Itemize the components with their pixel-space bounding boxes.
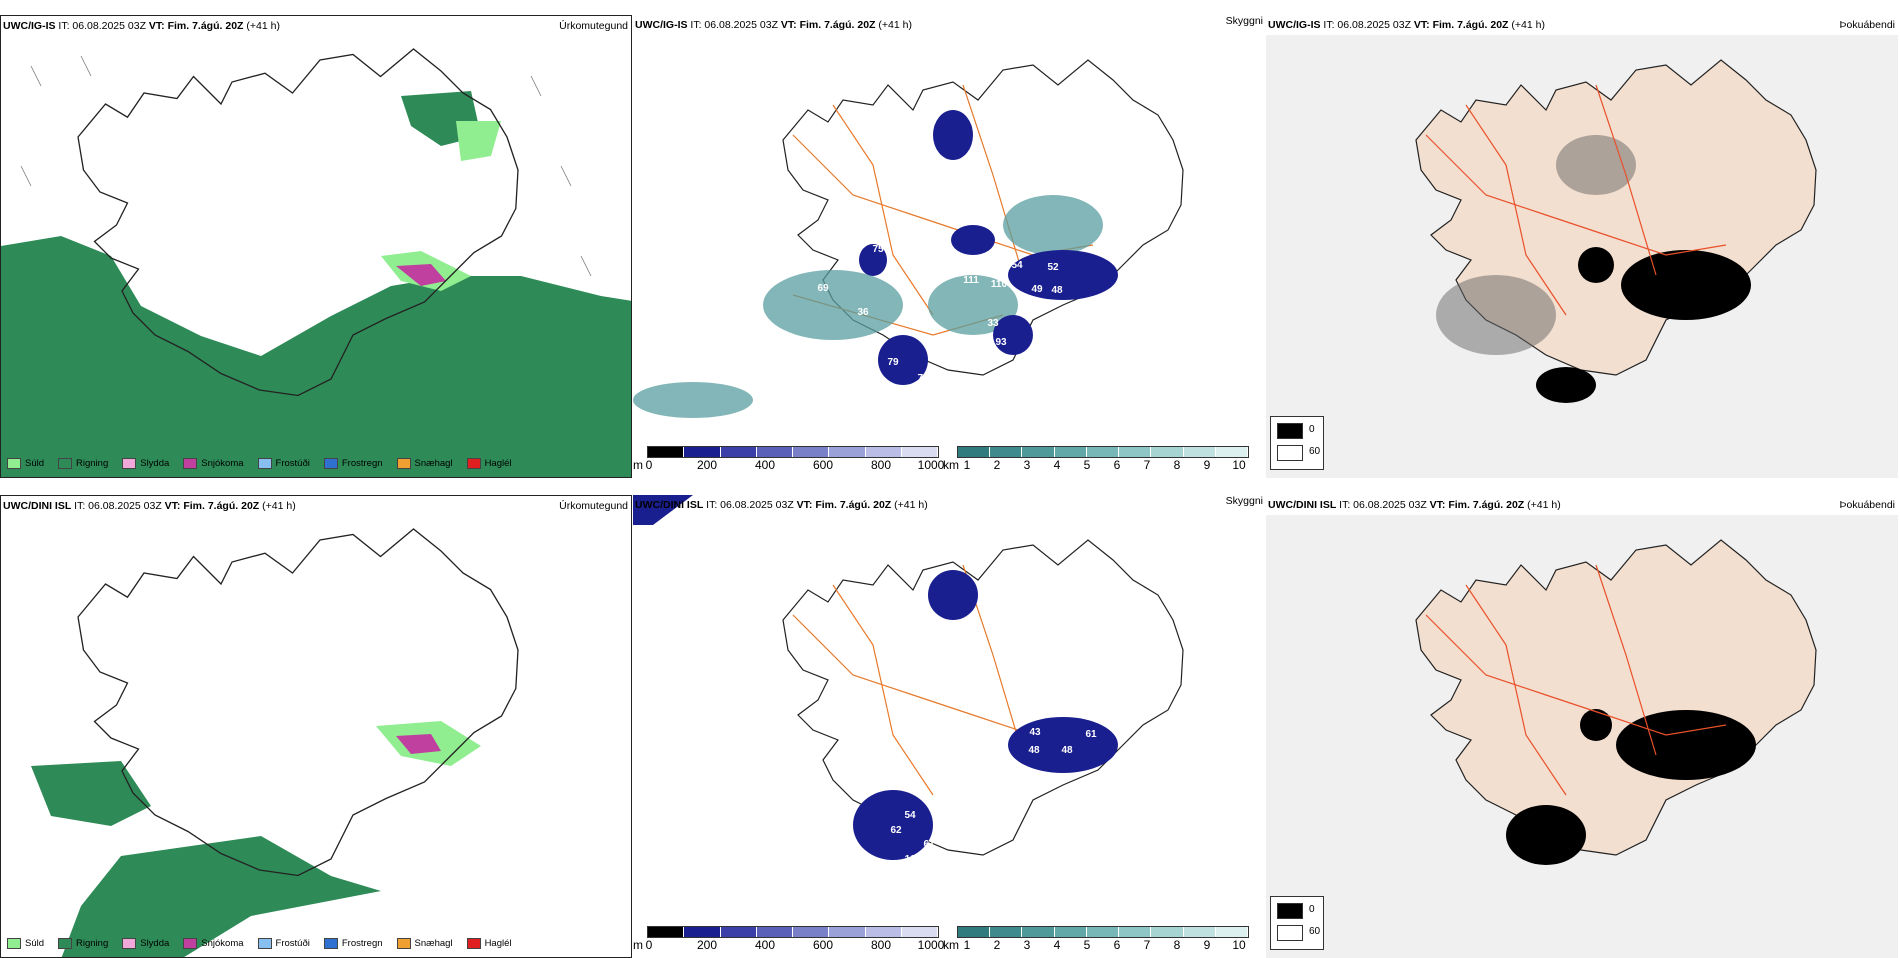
visibility-label: 55 [930,721,942,732]
legend-swatch [58,458,73,469]
height-colorbar: m 0 200 400 600 800 1000 [633,926,944,952]
legend-swatch [183,458,198,469]
visibility-label: 33 [987,318,999,329]
precip-map [1,48,631,477]
legend-swatch [122,938,137,949]
legend-swatch [396,938,411,949]
legend-swatch [466,458,481,469]
legend-item: Frostúði [257,458,310,469]
legend-swatch [466,938,481,949]
visibility-label: 40 [919,239,931,250]
visibility-label: 75 [872,244,884,255]
precip-legend: Súld Rigning Slydda Snjókoma Frostúði Fr… [7,458,512,469]
visibility-label: 79 [887,357,899,368]
legend-swatch [122,458,137,469]
height-colorbar: m 0 200 400 600 800 1000 [633,446,944,472]
fog-map [1266,515,1898,958]
km-colorbar: km 1 2 3 4 5 6 7 8 9 10 [943,446,1265,472]
visibility-label: 100 [905,854,922,865]
visibility-label: 105 [871,707,888,718]
precip-legend: Súld Rigning Slydda Snjókoma Frostúði Fr… [7,938,512,949]
visibility-label: 108 [983,212,1000,223]
legend-item: Snjókoma [183,458,244,469]
visibility-label: 64 [907,132,919,143]
visibility-label: 43 [1029,727,1041,738]
visibility-label: 49 [1031,284,1043,295]
visibility-label: 93 [995,337,1007,348]
panel-header: UWC/DINI ISL IT: 06.08.2025 03Z VT: Fim.… [3,500,296,512]
legend-item: Snæhagl [396,938,453,949]
panel-header: UWC/DINI ISL IT: 06.08.2025 03Z VT: Fim.… [635,499,928,511]
visibility-label: 17 [835,833,847,844]
panel-title: Þokuábendi [1839,499,1895,511]
visibility-panel-top: UWC/IG-IS IT: 06.08.2025 03Z VT: Fim. 7.… [633,15,1265,478]
panel-title: Skyggni [1225,15,1263,27]
visibility-map: 64 10 108 75 40 76 58 54 52 49 48 111 110 69 36 33 93 70 7… [633,59,1184,418]
panel-header: UWC/IG-IS IT: 06.08.2025 03Z VT: Fim. 7.… [635,19,912,31]
legend-item: Frostregn [323,938,383,949]
visibility-panel-bottom: UWC/DINI ISL IT: 06.08.2025 03Z VT: Fim.… [633,495,1265,958]
visibility-label: 76 [957,255,969,266]
visibility-label: 36 [857,307,869,318]
legend-item: Súld [7,938,44,949]
legend-swatch [7,938,21,949]
legend-swatch [183,938,198,949]
panel-title: Þokuábendi [1839,19,1895,31]
legend-item: Snæhagl [396,458,453,469]
legend-item: Haglél [466,938,512,949]
visibility-label: 69 [817,283,829,294]
legend-swatch [323,938,338,949]
panel-title: Úrkomutegund [559,20,628,32]
legend-swatch [323,458,338,469]
precip-type-panel-bottom: UWC/DINI ISL IT: 06.08.2025 03Z VT: Fim.… [0,495,632,958]
panel-title: Úrkomutegund [559,500,628,512]
precip-map [31,528,519,957]
legend-swatch [7,458,21,469]
legend-item: Súld [7,458,44,469]
legend-swatch [58,938,73,949]
visibility-label: 54 [904,810,916,821]
panel-header: UWC/IG-IS IT: 06.08.2025 03Z VT: Fim. 7.… [1268,19,1545,31]
visibility-label: 52 [1047,262,1059,273]
precip-type-panel-top: UWC/IG-IS IT: 06.08.2025 03Z VT: Fim. 7.… [0,15,632,478]
legend-item: Haglél [466,458,512,469]
fog-legend: 0 60 [1270,896,1324,950]
visibility-label: 48 [1051,285,1063,296]
visibility-label: 59 [958,732,970,743]
fog-legend: 0 60 [1270,416,1324,470]
legend-item: Frostregn [323,458,383,469]
visibility-label: 61 [923,839,935,850]
visibility-label: 63 [1039,319,1051,330]
legend-item: Rigning [58,938,108,949]
visibility-label: 58 [989,250,1001,261]
visibility-label: 89 [987,693,999,704]
visibility-label: 77 [917,373,929,384]
legend-item: Slydda [122,458,169,469]
visibility-label: 62 [890,825,902,836]
legend-swatch [396,458,411,469]
legend-item: Rigning [58,458,108,469]
visibility-label: 70 [937,335,949,346]
panel-title: Skyggni [1225,495,1263,507]
km-colorbar: km 1 2 3 4 5 6 7 8 9 10 [943,926,1265,952]
visibility-label: 48 [1061,745,1073,756]
legend-item: Slydda [122,938,169,949]
visibility-label: 111 [963,275,979,286]
visibility-label: 110 [991,279,1008,290]
legend-swatch [257,458,272,469]
fog-map [1266,35,1898,478]
fog-panel-bottom: UWC/DINI ISL IT: 06.08.2025 03Z VT: Fim.… [1266,495,1898,958]
legend-item: Frostúði [257,938,310,949]
fog-panel-top: UWC/IG-IS IT: 06.08.2025 03Z VT: Fim. 7.… [1266,15,1898,478]
visibility-label: 52 [875,380,887,391]
legend-item: Snjókoma [183,938,244,949]
legend-swatch [257,938,272,949]
visibility-label: 10 [937,167,949,178]
panel-header: UWC/DINI ISL IT: 06.08.2025 03Z VT: Fim.… [1268,499,1561,511]
visibility-label: 61 [1085,729,1097,740]
visibility-label: 54 [1011,260,1023,271]
panel-header: UWC/IG-IS IT: 06.08.2025 03Z VT: Fim. 7.… [3,20,280,32]
visibility-label: 48 [1028,745,1040,756]
